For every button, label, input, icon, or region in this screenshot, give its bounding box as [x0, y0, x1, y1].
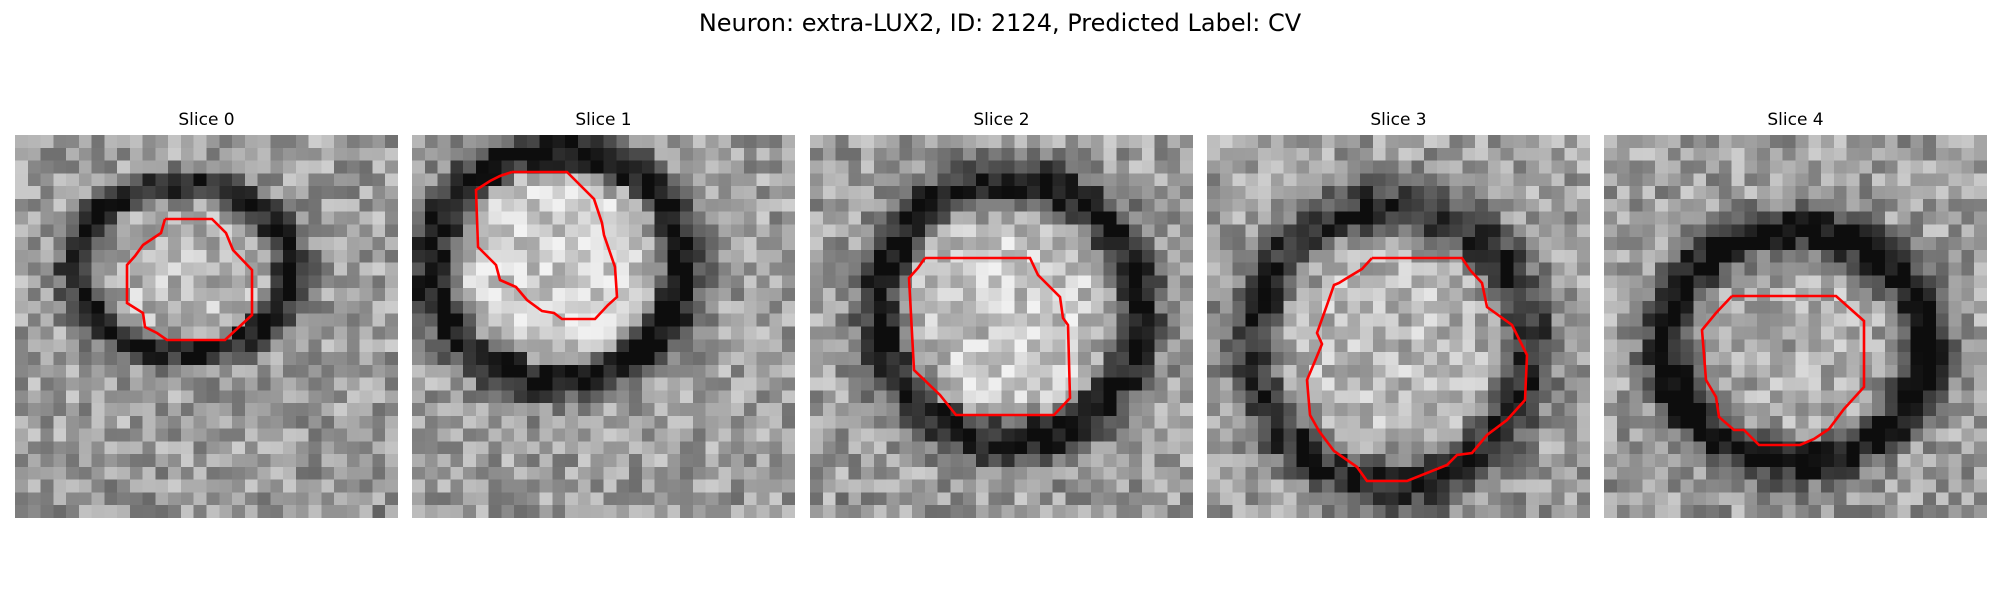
grayscale-micrograph-3: [1207, 135, 1590, 518]
slice-title-3: Slice 3: [1370, 110, 1427, 130]
grayscale-micrograph-4: [1604, 135, 1987, 518]
segmentation-overlay-2: [907, 256, 1072, 417]
slice-image-1: [412, 135, 795, 518]
red-contour-0: [125, 217, 254, 342]
slice-image-2: [810, 135, 1193, 518]
figure-title: Neuron: extra-LUX2, ID: 2124, Predicted …: [698, 9, 1302, 37]
slice-panel-1: Slice 1: [412, 108, 795, 518]
slice-title-1: Slice 1: [575, 110, 632, 130]
slice-panel-3: Slice 3: [1207, 108, 1590, 518]
slice-image-0: [15, 135, 398, 518]
red-contour-4: [1700, 294, 1866, 447]
slice-title-2: Slice 2: [973, 110, 1030, 130]
red-contour-1: [474, 170, 619, 321]
slice-image-4: [1604, 135, 1987, 518]
slice-panel-4: Slice 4: [1604, 108, 1987, 518]
slice-image-3: [1207, 135, 1590, 518]
segmentation-overlay-0: [125, 217, 254, 342]
slice-title-0: Slice 0: [178, 110, 235, 130]
segmentation-overlay-1: [474, 170, 619, 321]
red-contour-3: [1305, 256, 1529, 483]
slice-title-4: Slice 4: [1767, 110, 1824, 130]
grayscale-micrograph-0: [15, 135, 398, 518]
slice-panel-2: Slice 2: [810, 108, 1193, 518]
red-contour-2: [907, 256, 1072, 417]
grayscale-micrograph-2: [810, 135, 1193, 518]
segmentation-overlay-4: [1700, 294, 1866, 447]
segmentation-overlay-3: [1305, 256, 1529, 483]
slice-panel-0: Slice 0: [15, 108, 398, 518]
